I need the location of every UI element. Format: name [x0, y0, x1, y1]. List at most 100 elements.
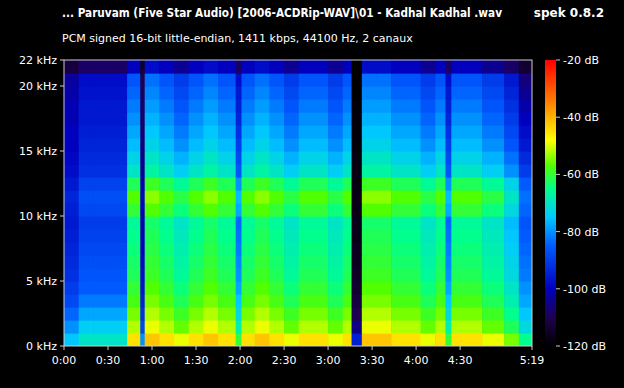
cell	[93, 125, 108, 139]
cell	[406, 307, 421, 321]
cell	[406, 60, 421, 74]
cell	[519, 307, 532, 321]
cell	[482, 333, 505, 346]
cell	[445, 229, 451, 243]
cell	[189, 268, 204, 282]
cell	[269, 60, 284, 74]
cell	[189, 203, 204, 217]
cell	[482, 203, 505, 217]
cell	[451, 73, 468, 87]
cell	[504, 203, 519, 217]
cell	[343, 99, 352, 113]
cell	[299, 203, 314, 217]
cell	[218, 320, 236, 334]
cell	[93, 164, 108, 178]
cell	[352, 333, 363, 346]
cell	[174, 307, 189, 321]
y-tick	[60, 281, 64, 282]
x-tick-label: 3:30	[360, 354, 385, 367]
cell	[93, 255, 108, 269]
cell	[269, 307, 284, 321]
cell	[218, 307, 236, 321]
cell	[299, 333, 314, 346]
cell	[108, 164, 128, 178]
cell	[467, 242, 482, 256]
cell	[127, 125, 141, 139]
cell	[79, 281, 94, 295]
cell	[145, 203, 160, 217]
cell	[79, 73, 94, 87]
cell	[313, 99, 328, 113]
cell	[313, 203, 328, 217]
cell	[189, 60, 204, 74]
cell	[159, 281, 174, 295]
cell	[127, 229, 141, 243]
cell	[269, 268, 284, 282]
colorbar-tick-label: -40 dB	[563, 111, 599, 124]
cell	[504, 268, 519, 282]
cell	[189, 151, 204, 165]
cell	[352, 255, 363, 269]
y-tick-label: 5 kHz	[26, 275, 57, 288]
cell	[93, 177, 108, 191]
cell	[269, 164, 284, 178]
cell	[174, 255, 189, 269]
cell	[93, 86, 108, 100]
cell	[108, 203, 128, 217]
cell	[376, 99, 391, 113]
cell	[451, 164, 468, 178]
cell	[284, 294, 299, 308]
cell	[79, 138, 94, 152]
cell	[519, 229, 532, 243]
cell	[140, 333, 145, 346]
cell	[284, 112, 299, 126]
cell	[313, 333, 328, 346]
cell	[145, 229, 160, 243]
cell	[93, 138, 108, 152]
x-tick-label: 0:00	[52, 354, 77, 367]
cell	[140, 112, 145, 126]
cell	[421, 203, 436, 217]
cell	[406, 229, 421, 243]
cell	[159, 255, 174, 269]
cell	[64, 294, 79, 308]
cell	[313, 268, 328, 282]
cell	[64, 177, 79, 191]
cell	[64, 99, 79, 113]
x-tick-label: 3:00	[316, 354, 341, 367]
cell	[93, 190, 108, 204]
cell	[391, 151, 406, 165]
cell	[189, 242, 204, 256]
cell	[376, 333, 391, 346]
cell	[519, 255, 532, 269]
cell	[145, 216, 160, 230]
cell	[435, 333, 446, 346]
cell	[255, 255, 270, 269]
cell	[236, 255, 242, 269]
cell	[406, 73, 421, 87]
cell	[391, 73, 406, 87]
cell	[451, 216, 468, 230]
cell	[64, 216, 79, 230]
software-label: spek 0.8.2	[534, 6, 604, 20]
colorbar-tick-label: -60 dB	[563, 168, 599, 181]
cell	[79, 125, 94, 139]
cell	[362, 281, 377, 295]
cell	[467, 177, 482, 191]
cell	[482, 177, 505, 191]
colorbar-tick	[556, 288, 560, 289]
cell	[174, 281, 189, 295]
cell	[391, 216, 406, 230]
cell	[482, 112, 505, 126]
cell	[269, 138, 284, 152]
cell	[218, 333, 236, 346]
cell	[269, 294, 284, 308]
cell	[93, 99, 108, 113]
cell	[445, 60, 451, 74]
cell	[242, 151, 256, 165]
colorbar-tick-label: -20 dB	[563, 54, 599, 67]
cell	[255, 73, 270, 87]
cell	[218, 281, 236, 295]
subtitle: PCM signed 16-bit little-endian, 1411 kb…	[62, 32, 413, 45]
cell	[159, 203, 174, 217]
